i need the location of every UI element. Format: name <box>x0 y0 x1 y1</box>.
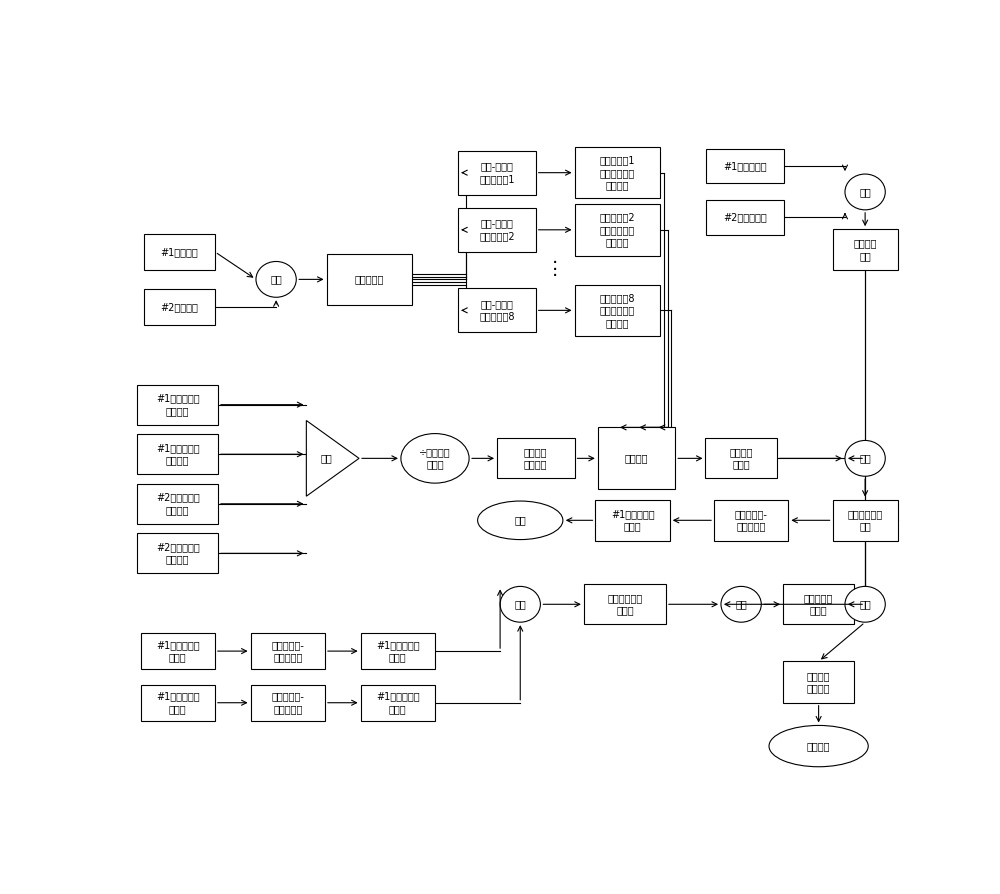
Text: 变频泵功率目
标值: 变频泵功率目 标值 <box>848 509 883 532</box>
Text: 循环水温度1
时循泵的总功
率目标值: 循环水温度1 时循泵的总功 率目标值 <box>599 156 635 190</box>
Text: 求和: 求和 <box>320 453 332 463</box>
FancyBboxPatch shape <box>458 207 536 252</box>
FancyBboxPatch shape <box>598 427 675 489</box>
Text: 相加: 相加 <box>735 599 747 610</box>
Text: 循环水温度2
时循泵的总功
率目标值: 循环水温度2 时循泵的总功 率目标值 <box>599 213 635 248</box>
Text: 结束: 结束 <box>514 515 526 526</box>
Text: 变频泵总功率
实际值: 变频泵总功率 实际值 <box>607 593 642 615</box>
Circle shape <box>845 586 885 622</box>
Text: 负荷-循泵总
功率关系式2: 负荷-循泵总 功率关系式2 <box>479 219 515 241</box>
FancyBboxPatch shape <box>706 148 784 183</box>
Circle shape <box>845 441 885 477</box>
Text: 负荷-循泵总
功率关系式8: 负荷-循泵总 功率关系式8 <box>479 299 515 322</box>
Text: ·: · <box>552 260 558 280</box>
Text: #1机组变频泵
进水温度: #1机组变频泵 进水温度 <box>156 393 200 416</box>
Text: #2机组工频泵
进水温度: #2机组工频泵 进水温度 <box>156 542 200 564</box>
Text: 负荷-循泵总
功率关系式1: 负荷-循泵总 功率关系式1 <box>479 162 515 184</box>
Text: 循泵总功
率偏差值: 循泵总功 率偏差值 <box>807 670 830 693</box>
Circle shape <box>500 586 540 622</box>
FancyBboxPatch shape <box>783 662 854 703</box>
Text: 相减: 相减 <box>859 599 871 610</box>
FancyBboxPatch shape <box>706 200 784 234</box>
Circle shape <box>845 174 885 210</box>
FancyBboxPatch shape <box>140 633 215 669</box>
Text: 变频泵频率-
功率关系式: 变频泵频率- 功率关系式 <box>271 692 304 714</box>
Text: #2机组变频泵
进水温度: #2机组变频泵 进水温度 <box>156 493 200 515</box>
FancyBboxPatch shape <box>714 500 788 541</box>
Ellipse shape <box>401 434 469 483</box>
Text: #1变频泵频率
实际值: #1变频泵频率 实际值 <box>156 640 200 662</box>
Text: 循环水温度8
时循泵的总功
率目标值: 循环水温度8 时循泵的总功 率目标值 <box>599 293 635 328</box>
FancyBboxPatch shape <box>584 585 666 624</box>
Text: 变频泵频率-
功率关系式: 变频泵频率- 功率关系式 <box>271 640 304 662</box>
Text: 循泵功率
目标值: 循泵功率 目标值 <box>729 447 753 469</box>
Text: 双机组负荷: 双机组负荷 <box>354 274 384 284</box>
FancyBboxPatch shape <box>144 289 215 325</box>
Text: 相加: 相加 <box>270 274 282 284</box>
Circle shape <box>256 261 296 298</box>
Text: #1变频泵频率
实际值: #1变频泵频率 实际值 <box>156 692 200 714</box>
Text: 相加: 相加 <box>859 187 871 197</box>
FancyBboxPatch shape <box>361 685 435 721</box>
Ellipse shape <box>769 725 868 767</box>
Text: #1变频泵功率
实际值: #1变频泵功率 实际值 <box>376 692 420 714</box>
FancyBboxPatch shape <box>140 685 215 721</box>
FancyBboxPatch shape <box>574 147 660 198</box>
FancyBboxPatch shape <box>144 234 215 270</box>
Ellipse shape <box>478 501 563 540</box>
FancyBboxPatch shape <box>326 254 412 305</box>
Text: ·: · <box>552 267 558 286</box>
FancyBboxPatch shape <box>251 685 325 721</box>
FancyBboxPatch shape <box>251 633 325 669</box>
Text: ÷已开启泵
的数量: ÷已开启泵 的数量 <box>419 448 451 469</box>
FancyBboxPatch shape <box>833 500 898 541</box>
Text: #1变频泵功率
实际值: #1变频泵功率 实际值 <box>376 640 420 662</box>
FancyBboxPatch shape <box>783 585 854 624</box>
FancyBboxPatch shape <box>833 229 898 270</box>
Text: ·: · <box>552 254 558 273</box>
Text: #2机组负荷: #2机组负荷 <box>160 302 198 312</box>
FancyBboxPatch shape <box>574 204 660 256</box>
FancyBboxPatch shape <box>137 384 218 425</box>
FancyBboxPatch shape <box>361 633 435 669</box>
Text: 循泵进水
平均温度: 循泵进水 平均温度 <box>524 447 548 469</box>
FancyBboxPatch shape <box>137 434 218 474</box>
Text: 相减: 相减 <box>859 453 871 463</box>
Text: #1机组负荷: #1机组负荷 <box>160 247 198 257</box>
Text: 变频泵功率-
频率关系式: 变频泵功率- 频率关系式 <box>735 509 768 532</box>
Text: 超限报警: 超限报警 <box>807 741 830 751</box>
FancyBboxPatch shape <box>137 534 218 573</box>
Text: #1变频泵频率
目标值: #1变频泵频率 目标值 <box>611 509 654 532</box>
Text: 相加: 相加 <box>514 599 526 610</box>
Text: #1机组工频泵
进水温度: #1机组工频泵 进水温度 <box>156 443 200 466</box>
Text: 循泵总功率
实际值: 循泵总功率 实际值 <box>804 593 833 615</box>
Circle shape <box>721 586 761 622</box>
Polygon shape <box>306 420 359 496</box>
Text: #1工频泵功率: #1工频泵功率 <box>723 161 767 171</box>
FancyBboxPatch shape <box>458 289 536 333</box>
Text: 插值运算: 插值运算 <box>625 453 648 463</box>
FancyBboxPatch shape <box>497 438 574 478</box>
FancyBboxPatch shape <box>458 151 536 195</box>
FancyBboxPatch shape <box>595 500 670 541</box>
FancyBboxPatch shape <box>137 484 218 524</box>
Text: #2工频泵功率: #2工频泵功率 <box>723 213 767 223</box>
FancyBboxPatch shape <box>574 284 660 336</box>
FancyBboxPatch shape <box>705 438 777 478</box>
Text: 工频泵总
功率: 工频泵总 功率 <box>853 239 877 261</box>
